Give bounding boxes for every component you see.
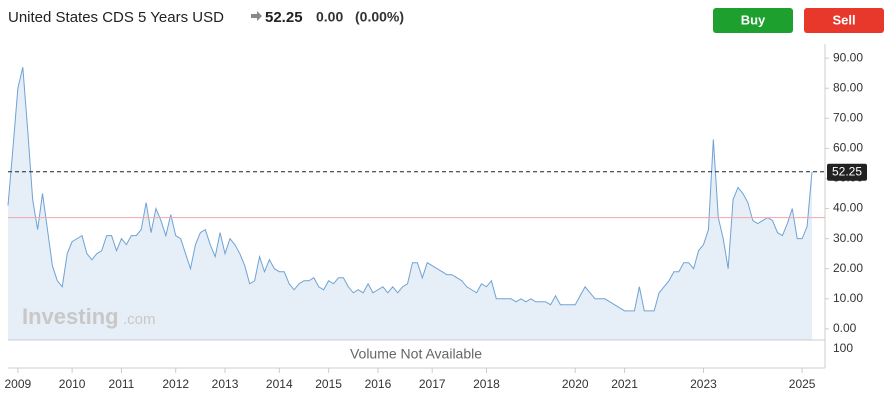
x-tick-label: 2016 <box>365 377 392 391</box>
y-tick-label: 10.00 <box>833 291 863 305</box>
x-tick-label: 2020 <box>562 377 589 391</box>
x-tick-label: 2018 <box>473 377 500 391</box>
x-tick-label: 2015 <box>315 377 342 391</box>
last-price-tag <box>827 163 867 181</box>
plot-area <box>7 67 813 340</box>
x-tick-label: 2023 <box>690 377 717 391</box>
x-tick-label: 2017 <box>419 377 446 391</box>
watermark-suffix: .com <box>123 311 156 328</box>
buy-button[interactable] <box>713 8 793 33</box>
x-tick-label: 2014 <box>266 377 293 391</box>
x-tick-label: 2021 <box>611 377 638 391</box>
y-tick-label: 0.00 <box>833 321 857 335</box>
volume-note: Volume Not Available <box>350 346 482 362</box>
change: 0.00 <box>316 9 343 25</box>
line <box>7 67 813 312</box>
y-tick-label: 60.00 <box>833 141 863 155</box>
area-fill <box>8 67 812 340</box>
x-tick-label: 2010 <box>59 377 86 391</box>
volume-tick: 100 <box>833 341 853 355</box>
watermark: Investing <box>22 304 119 329</box>
y-tick-label: 90.00 <box>833 50 863 64</box>
x-tick-label: 2012 <box>162 377 189 391</box>
sell-button[interactable] <box>804 8 884 33</box>
y-tick-label: 40.00 <box>833 201 863 215</box>
y-tick-label: 30.00 <box>833 231 863 245</box>
change-pct: (0.00%) <box>355 9 404 25</box>
buy-label[interactable]: Buy <box>741 12 766 27</box>
price: 52.25 <box>265 9 303 26</box>
last-price-label: 52.25 <box>832 164 862 178</box>
x-tick-label: 2025 <box>789 377 816 391</box>
y-tick-label: 20.00 <box>833 261 863 275</box>
chart-title: United States CDS 5 Years USD <box>8 9 224 26</box>
y-tick-label: 70.00 <box>833 110 863 124</box>
sell-label[interactable]: Sell <box>832 12 855 27</box>
arrow-icon <box>251 11 262 21</box>
x-tick-label: 2009 <box>5 377 32 391</box>
x-tick-label: 2013 <box>212 377 239 391</box>
x-tick-label: 2011 <box>109 377 135 391</box>
y-tick-label: 80.00 <box>833 80 863 94</box>
